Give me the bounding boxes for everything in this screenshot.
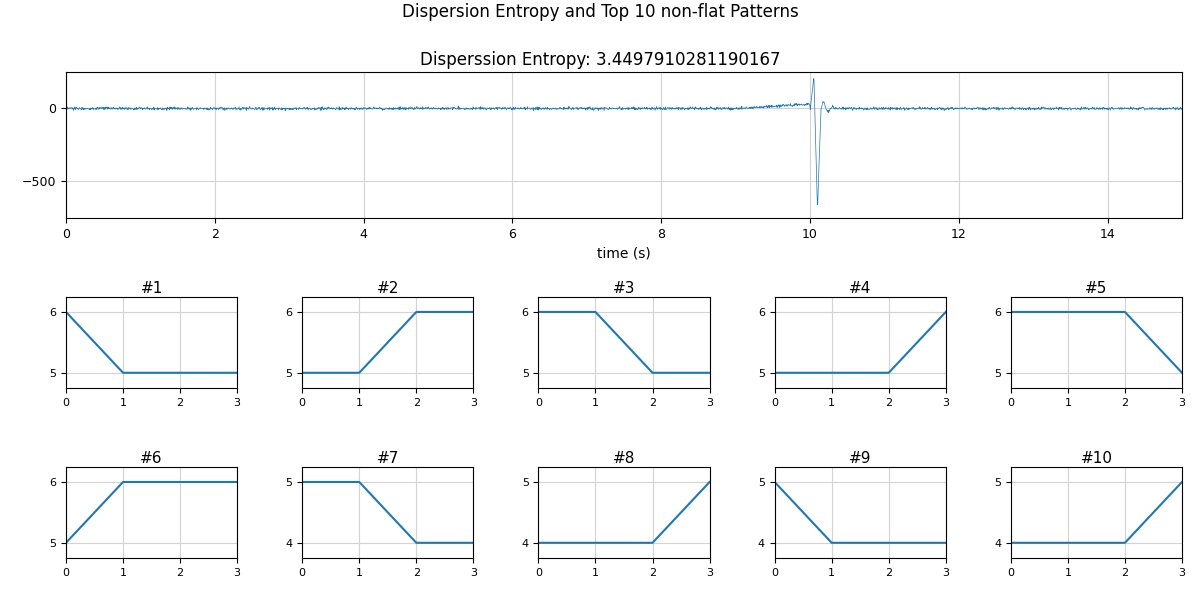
X-axis label: time (s): time (s) bbox=[598, 246, 650, 260]
Title: #4: #4 bbox=[850, 281, 871, 296]
Title: #6: #6 bbox=[140, 451, 163, 466]
Text: Disperssion Entropy: 3.4497910281190167: Disperssion Entropy: 3.4497910281190167 bbox=[420, 51, 780, 69]
Title: #2: #2 bbox=[377, 281, 398, 296]
Title: #1: #1 bbox=[140, 281, 163, 296]
Title: #10: #10 bbox=[1080, 451, 1112, 466]
Title: #8: #8 bbox=[613, 451, 635, 466]
Title: #9: #9 bbox=[848, 451, 871, 466]
Title: #7: #7 bbox=[377, 451, 398, 466]
Title: #5: #5 bbox=[1085, 281, 1108, 296]
Title: #3: #3 bbox=[613, 281, 635, 296]
Text: Dispersion Entropy and Top 10 non-flat Patterns: Dispersion Entropy and Top 10 non-flat P… bbox=[402, 3, 798, 21]
